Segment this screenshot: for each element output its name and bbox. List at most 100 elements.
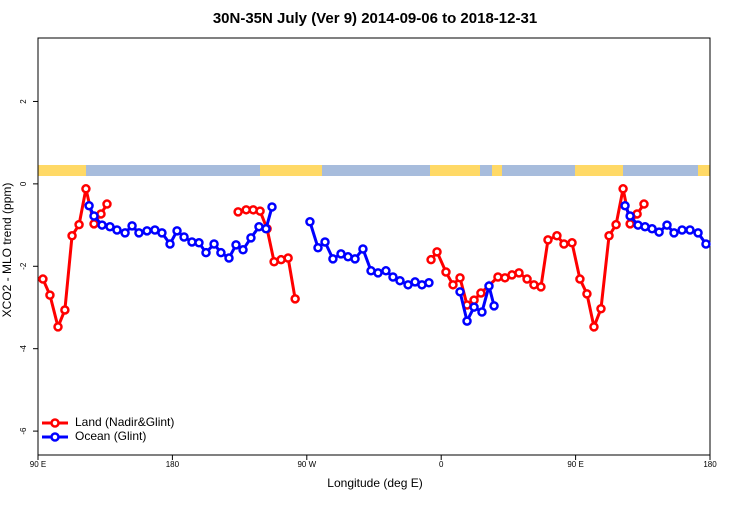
data-point xyxy=(81,184,91,194)
data-point xyxy=(395,275,405,286)
data-point xyxy=(618,184,628,194)
data-point xyxy=(424,278,434,288)
data-point xyxy=(216,247,226,258)
data-point xyxy=(552,231,562,241)
data-point xyxy=(476,288,486,298)
data-point xyxy=(89,211,99,221)
data-point xyxy=(543,235,553,245)
data-point xyxy=(654,227,664,237)
series-line xyxy=(41,188,109,332)
data-point xyxy=(514,268,524,278)
chart-title: 30N-35N July (Ver 9) 2014-09-06 to 2018-… xyxy=(213,10,537,27)
data-point xyxy=(669,228,679,238)
land-strip xyxy=(260,165,322,176)
data-point xyxy=(662,220,672,230)
data-point xyxy=(701,239,711,249)
data-point xyxy=(209,239,219,249)
data-point xyxy=(462,316,472,326)
land-ocean-strip xyxy=(38,165,710,176)
data-point xyxy=(120,228,130,238)
data-point xyxy=(134,228,144,238)
y-tick-label: -2 xyxy=(19,262,28,270)
x-tick-label: 90 E xyxy=(567,460,583,469)
x-axis-label: Longitude (deg E) xyxy=(327,476,422,490)
data-point xyxy=(596,303,606,314)
data-point xyxy=(575,274,585,284)
data-point xyxy=(53,322,63,332)
land-strip xyxy=(38,165,86,176)
data-point xyxy=(639,199,649,209)
data-point xyxy=(448,280,458,290)
data-point xyxy=(426,254,436,265)
data-point xyxy=(489,301,499,311)
data-point xyxy=(455,273,465,283)
data-point xyxy=(246,233,256,243)
legend-marker xyxy=(50,418,60,428)
y-tick-label: 2 xyxy=(19,99,28,104)
data-point xyxy=(97,220,107,230)
data-point xyxy=(201,247,211,258)
data-point xyxy=(105,221,115,232)
data-point xyxy=(194,238,204,248)
data-point xyxy=(522,274,532,284)
data-point xyxy=(238,245,248,255)
data-point xyxy=(677,225,687,235)
data-point xyxy=(685,225,695,235)
data-point xyxy=(261,224,271,234)
data-point xyxy=(477,307,487,317)
data-point xyxy=(320,237,330,247)
data-point xyxy=(328,254,338,264)
data-point xyxy=(620,200,630,211)
data-point xyxy=(350,254,360,264)
y-tick-label: 0 xyxy=(19,181,28,186)
data-point xyxy=(172,226,182,236)
data-point xyxy=(582,289,592,299)
data-point xyxy=(255,206,265,216)
data-point xyxy=(432,247,442,257)
data-point xyxy=(224,253,234,263)
x-tick-label: 90 E xyxy=(30,460,46,469)
land-strip xyxy=(492,165,502,176)
data-point xyxy=(74,219,84,230)
data-point xyxy=(84,200,94,211)
data-point xyxy=(112,225,122,235)
data-point xyxy=(536,282,546,292)
data-point xyxy=(45,290,55,300)
data-point xyxy=(388,272,398,282)
legend: Land (Nadir&Glint)Ocean (Glint) xyxy=(42,415,174,443)
data-point xyxy=(267,202,277,212)
x-tick-label: 180 xyxy=(703,460,717,469)
data-point xyxy=(305,217,315,227)
land-strip xyxy=(575,165,623,176)
land-strip xyxy=(698,165,710,176)
data-point xyxy=(625,211,635,221)
land-strip xyxy=(430,165,480,176)
data-point xyxy=(693,228,703,238)
y-tick-label: -4 xyxy=(19,345,28,353)
legend-label: Ocean (Glint) xyxy=(75,429,146,443)
data-point xyxy=(127,221,137,231)
legend-marker xyxy=(50,432,60,442)
data-point xyxy=(373,268,383,278)
data-point xyxy=(157,228,167,238)
data-point xyxy=(231,240,241,250)
data-point xyxy=(283,253,293,263)
data-point xyxy=(60,305,70,315)
data-point xyxy=(589,322,599,332)
data-point xyxy=(358,244,368,254)
data-point xyxy=(102,199,112,209)
x-tick-label: 180 xyxy=(166,460,180,469)
data-point xyxy=(647,224,657,234)
x-tick-label: 0 xyxy=(439,460,444,469)
data-point xyxy=(179,232,189,242)
y-tick-label: -6 xyxy=(19,427,28,435)
data-point xyxy=(469,302,479,312)
data-point xyxy=(165,239,175,249)
data-point xyxy=(142,226,152,236)
data-point xyxy=(484,281,494,291)
data-point xyxy=(455,287,465,297)
data-point xyxy=(67,231,77,241)
data-point xyxy=(313,242,323,253)
data-point xyxy=(625,219,635,229)
